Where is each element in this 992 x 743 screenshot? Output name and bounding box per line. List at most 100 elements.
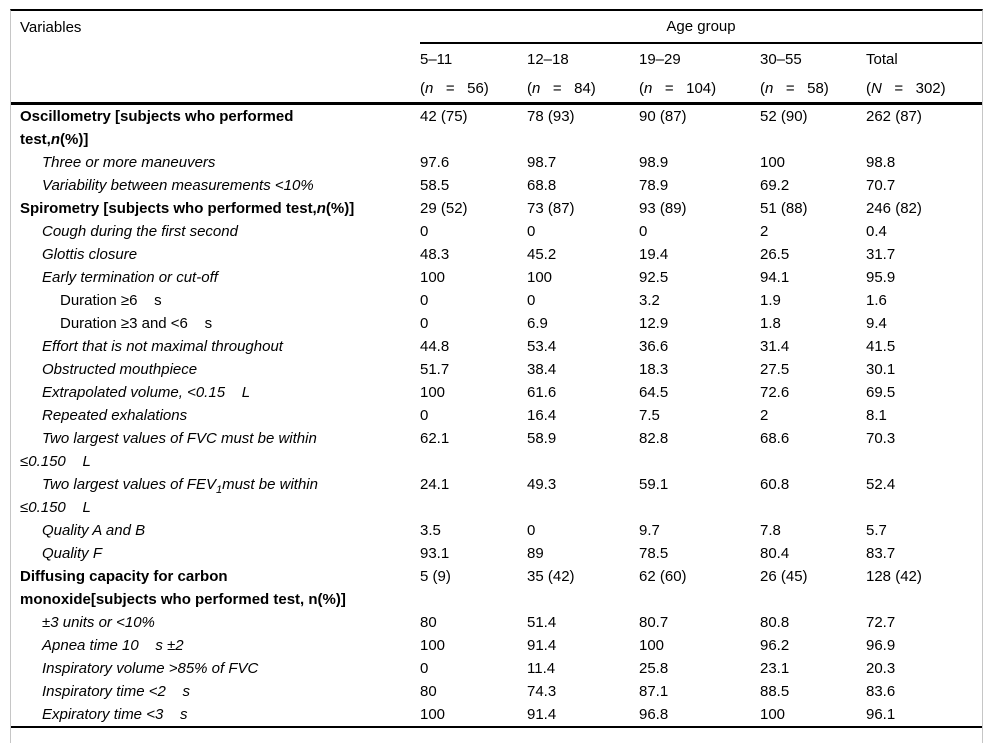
value-cell: 80.7 [639,614,669,631]
value-cell: 100 [420,706,446,723]
table-row: Quality F 93.1 89 78.5 80.4 83.7 [11,542,982,565]
value-cell: 18.3 [639,361,669,378]
value-cell: 100 [639,637,665,654]
table-row: Two largest values of FEV1must be within… [11,473,982,519]
bottom-rule [11,726,982,728]
table-row: Early termination or cut-off 100 100 92.5 94… [11,266,982,289]
header-divider [11,102,982,105]
table-row: Duration ≥6 s 0 0 3.2 1.9 1.6 [11,289,982,312]
value-cell: 2 [760,223,769,240]
value-cell: 6.9 [527,315,548,332]
sample-size-label: (N = 302) [866,79,946,97]
age-range-label: Total [866,50,898,68]
age-group-label: Age group [666,18,736,35]
value-cell: 97.6 [420,154,450,171]
value-cell: 93 (89) [639,200,687,217]
value-cell: 19.4 [639,246,669,263]
value-cell: 12.9 [639,315,669,332]
table-row: Glottis closure 48.3 45.2 19.4 26.5 31.7 [11,243,982,266]
value-cell: 92.5 [639,269,669,286]
value-cell: 88.5 [760,683,790,700]
table-row: Expiratory time <3 s 100 91.4 96.8 100 96.1 [11,703,982,726]
value-cell: 51.4 [527,614,557,631]
value-cell: 41.5 [866,338,896,355]
value-cell: 59.1 [639,476,669,493]
value-cell: 0 [420,292,429,309]
age-range-row: 5–11 12–18 19–29 30–55 Total [11,44,982,74]
value-cell: 96.9 [866,637,896,654]
value-cell: 26.5 [760,246,790,263]
row-label: Diffusing capacity for carbon monoxide[su… [20,568,346,608]
value-cell: 0.4 [866,223,887,240]
value-cell: 52.4 [866,476,896,493]
table-row: Effort that is not maximal throughout 44.… [11,335,982,358]
value-cell: 69.5 [866,384,896,401]
row-label: Obstructed mouthpiece [42,361,198,378]
table-row: Quality A and B 3.5 0 9.7 7.8 5.7 [11,519,982,542]
value-cell: 26 (45) [760,568,808,585]
value-cell: 8.1 [866,407,887,424]
age-range-label: 12–18 [527,50,569,68]
value-cell: 0 [420,660,429,677]
row-label: Duration ≥3 and <6 s [60,315,213,332]
value-cell: 16.4 [527,407,557,424]
value-cell: 64.5 [639,384,669,401]
value-cell: 5 (9) [420,568,451,585]
value-cell: 27.5 [760,361,790,378]
value-cell: 1.6 [866,292,887,309]
value-cell: 0 [527,522,536,539]
value-cell: 5.7 [866,522,887,539]
sample-size-label: (n = 84) [527,79,596,97]
value-cell: 62.1 [420,430,450,447]
value-cell: 100 [420,384,446,401]
value-cell: 3.2 [639,292,660,309]
row-label: Duration ≥6 s [60,292,162,309]
value-cell: 73 (87) [527,200,575,217]
table-row: Duration ≥3 and <6 s 0 6.9 12.9 1.8 9.4 [11,312,982,335]
value-cell: 95.9 [866,269,896,286]
value-cell: 82.8 [639,430,669,447]
value-cell: 24.1 [420,476,450,493]
value-cell: 1.9 [760,292,781,309]
table-row: Inspiratory volume >85% of FVC 0 11.4 25.8 2… [11,657,982,680]
sample-size-label: (n = 104) [639,79,717,97]
value-cell: 68.6 [760,430,790,447]
value-cell: 58.5 [420,177,450,194]
value-cell: 9.4 [866,315,887,332]
row-label: Repeated exhalations [42,407,188,424]
sample-size-label: (n = 58) [760,79,829,97]
table-row: Two largest values of FVC must be within… [11,427,982,473]
value-cell: 25.8 [639,660,669,677]
table-row: Oscillometry [subjects who performed test… [11,105,982,151]
value-cell: 31.4 [760,338,790,355]
value-cell: 98.9 [639,154,669,171]
value-cell: 69.2 [760,177,790,194]
row-label: Extrapolated volume, <0.15 L [42,384,251,401]
value-cell: 52 (90) [760,108,808,125]
row-label: Two largest values of FVC must be within… [20,430,317,470]
value-cell: 78.9 [639,177,669,194]
row-label: Quality A and B [42,522,146,539]
row-label: Spirometry [subjects who performed test,… [20,200,355,217]
row-label: Two largest values of FEV1must be within… [20,476,318,516]
value-cell: 48.3 [420,246,450,263]
value-cell: 29 (52) [420,200,468,217]
value-cell: 78.5 [639,545,669,562]
value-cell: 61.6 [527,384,557,401]
value-cell: 70.3 [866,430,896,447]
value-cell: 89 [527,545,544,562]
value-cell: 49.3 [527,476,557,493]
value-cell: 60.8 [760,476,790,493]
row-label: Glottis closure [42,246,138,263]
value-cell: 2 [760,407,769,424]
value-cell: 7.8 [760,522,781,539]
value-cell: 100 [420,269,446,286]
value-cell: 44.8 [420,338,450,355]
value-cell: 72.6 [760,384,790,401]
value-cell: 93.1 [420,545,450,562]
value-cell: 0 [420,223,429,240]
value-cell: 74.3 [527,683,557,700]
value-cell: 45.2 [527,246,557,263]
table-row: Extrapolated volume, <0.15 L 100 61.6 64.5 7… [11,381,982,404]
value-cell: 58.9 [527,430,557,447]
